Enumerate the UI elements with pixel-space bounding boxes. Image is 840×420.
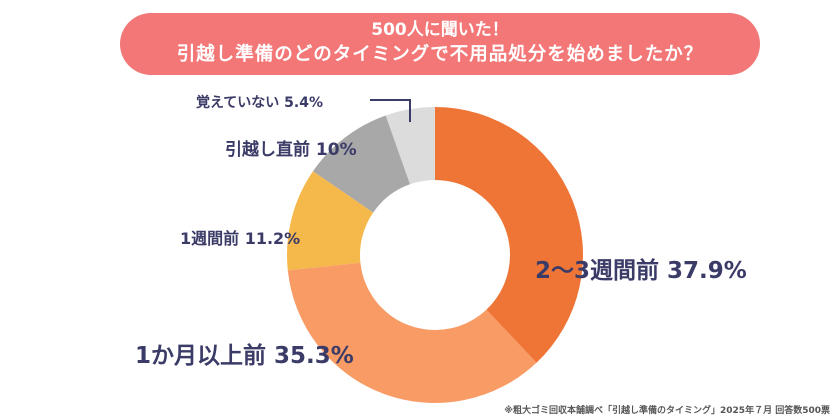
leader-line <box>370 99 411 122</box>
label-1-month: 1か月以上前 35.3% <box>135 343 354 369</box>
title-line-2: 引越し準備のどのタイミングで不用品処分を始めましたか？ <box>176 44 704 65</box>
title-line-1: 500人に聞いた！ <box>371 20 509 40</box>
footnote: ※粗大ゴミ回収本舗調べ「引越し準備のタイミング」2025年７月 回答数500票 <box>504 406 830 416</box>
label-dont-remember: 覚えていない 5.4% <box>196 95 324 111</box>
slice-3 <box>312 115 410 213</box>
slice-0 <box>435 107 583 363</box>
title-banner: 500人に聞いた！ 引越し準備のどのタイミングで不用品処分を始めましたか？ <box>120 13 760 75</box>
label-2-3-weeks: 2〜3週間前 37.9% <box>535 258 747 284</box>
slice-4 <box>385 107 435 185</box>
label-just-before: 引越し直前 10% <box>225 140 357 160</box>
slice-2 <box>287 171 374 271</box>
label-1-week: 1週間前 11.2% <box>180 229 301 248</box>
slice-1 <box>287 262 537 403</box>
